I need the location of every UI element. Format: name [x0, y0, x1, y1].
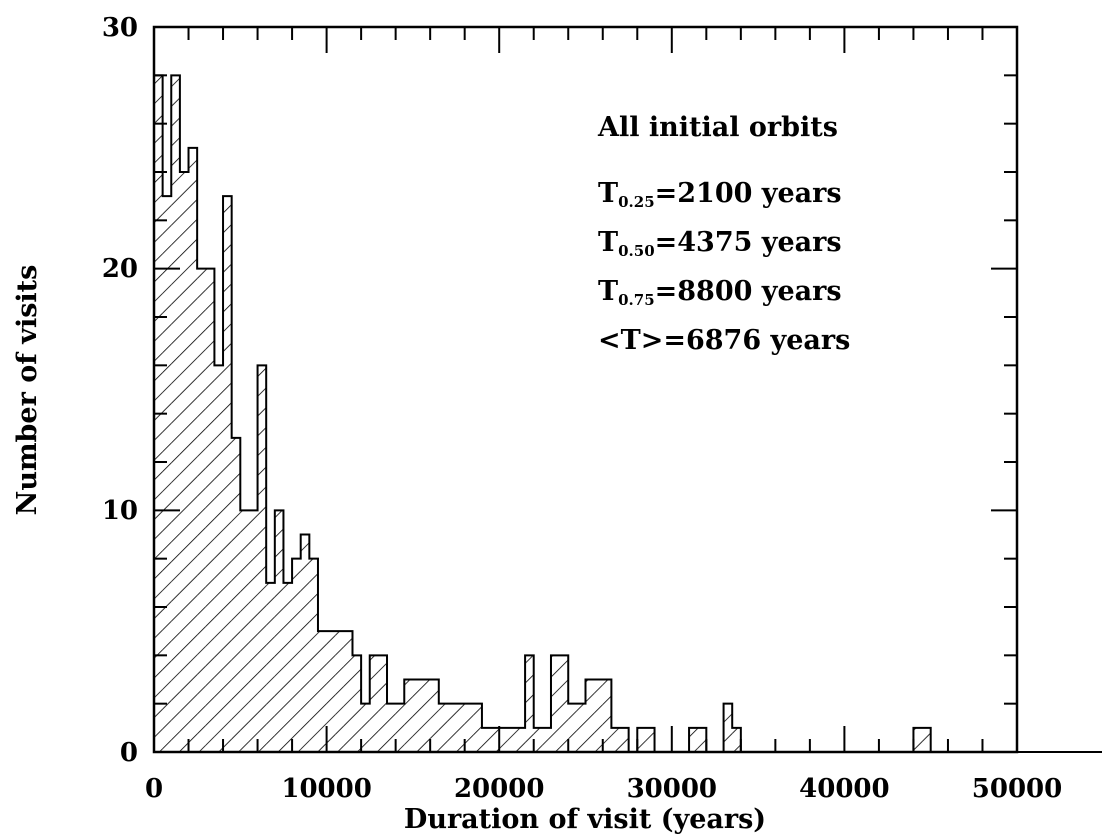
histogram-bar	[447, 703, 457, 752]
histogram-bar	[197, 268, 206, 752]
histogram-bar	[525, 655, 534, 752]
histogram-bar	[283, 582, 293, 752]
histogram-bar	[223, 196, 232, 752]
histogram-bar	[343, 631, 353, 752]
y-tick-label: 20	[102, 254, 138, 284]
histogram-bar	[473, 703, 482, 752]
x-tick-label: 50000	[972, 774, 1062, 804]
histogram-bar	[300, 534, 310, 752]
histogram-bar	[499, 727, 508, 752]
histogram-bar	[257, 365, 267, 752]
histogram-bar	[171, 75, 180, 753]
histogram-bar	[395, 703, 405, 752]
histogram-bar	[594, 679, 603, 752]
histogram-bar	[387, 703, 396, 752]
histogram-bar	[430, 679, 439, 752]
histogram-bar	[620, 727, 629, 752]
histogram-bar	[335, 631, 344, 752]
histogram-bar	[732, 727, 741, 752]
histogram-bar	[274, 510, 284, 752]
histogram-bar	[361, 703, 370, 752]
axis-ticks	[153, 26, 1018, 753]
histogram-bar	[585, 679, 595, 752]
annotation-stat: T0.75=8800 years	[598, 276, 842, 309]
histogram-bar	[568, 703, 577, 752]
histogram-bar	[645, 727, 655, 752]
x-tick-label: 0	[145, 774, 163, 804]
annotation-stat: T0.50=4375 years	[598, 227, 842, 260]
x-axis-label: Duration of visit (years)	[404, 804, 766, 835]
histogram-bar	[456, 703, 465, 752]
y-tick-label: 0	[120, 738, 138, 768]
histogram-bar	[179, 172, 189, 752]
histogram-bar	[559, 655, 569, 752]
x-tick-label: 30000	[627, 774, 717, 804]
annotation-stat: T0.25=2100 years	[598, 178, 842, 211]
annotation-stat: <T>=6876 years	[598, 325, 850, 356]
histogram-bar	[421, 679, 431, 752]
histogram-bar	[240, 510, 249, 752]
histogram-bar	[723, 703, 733, 752]
y-tick-label: 10	[102, 496, 138, 526]
histogram-bar	[464, 703, 474, 752]
histogram-bar	[162, 196, 172, 752]
histogram-bar	[507, 727, 517, 752]
histogram-bar	[602, 679, 612, 752]
histogram-bars	[153, 74, 1102, 753]
x-tick-label: 40000	[799, 774, 889, 804]
histogram-bar	[309, 558, 318, 752]
x-tick-label: 20000	[454, 774, 544, 804]
histogram-bar	[326, 631, 336, 752]
histogram-bar	[378, 655, 388, 752]
histogram-bar	[369, 655, 379, 752]
histogram-bar	[516, 727, 526, 752]
histogram-bar	[248, 510, 258, 752]
histogram-bar	[637, 727, 646, 752]
histogram-bar	[214, 365, 224, 752]
histogram-bar	[533, 727, 543, 752]
histogram-bar	[231, 437, 241, 752]
histogram-bar	[317, 631, 327, 752]
histogram-bar	[542, 727, 551, 752]
histogram-bar	[292, 558, 301, 752]
histogram-bar	[490, 727, 500, 752]
annotation-title: All initial orbits	[597, 112, 838, 143]
y-tick-label: 30	[102, 13, 138, 43]
histogram-bar	[922, 727, 931, 752]
y-axis-label: Number of visits	[12, 265, 43, 516]
histogram-outline	[153, 74, 1102, 753]
histogram-bar	[266, 582, 275, 752]
histogram-bar	[550, 655, 560, 752]
histogram-bar	[611, 727, 621, 752]
histogram-bar	[481, 727, 491, 752]
histogram-bar	[205, 268, 215, 752]
histogram-bar	[352, 655, 362, 752]
histogram-bar	[188, 147, 198, 753]
histogram-bar	[412, 679, 422, 752]
histogram-bar	[438, 703, 448, 752]
histogram-bar	[697, 727, 707, 752]
histogram-bar	[913, 727, 923, 752]
histogram-bar	[404, 679, 413, 752]
histogram-bar	[576, 703, 586, 752]
plot-frame	[152, 25, 1019, 754]
annotation-box: All initial orbits T0.25=2100 years T0.5…	[597, 112, 850, 356]
histogram-bar	[689, 727, 698, 752]
x-tick-label: 10000	[281, 774, 371, 804]
